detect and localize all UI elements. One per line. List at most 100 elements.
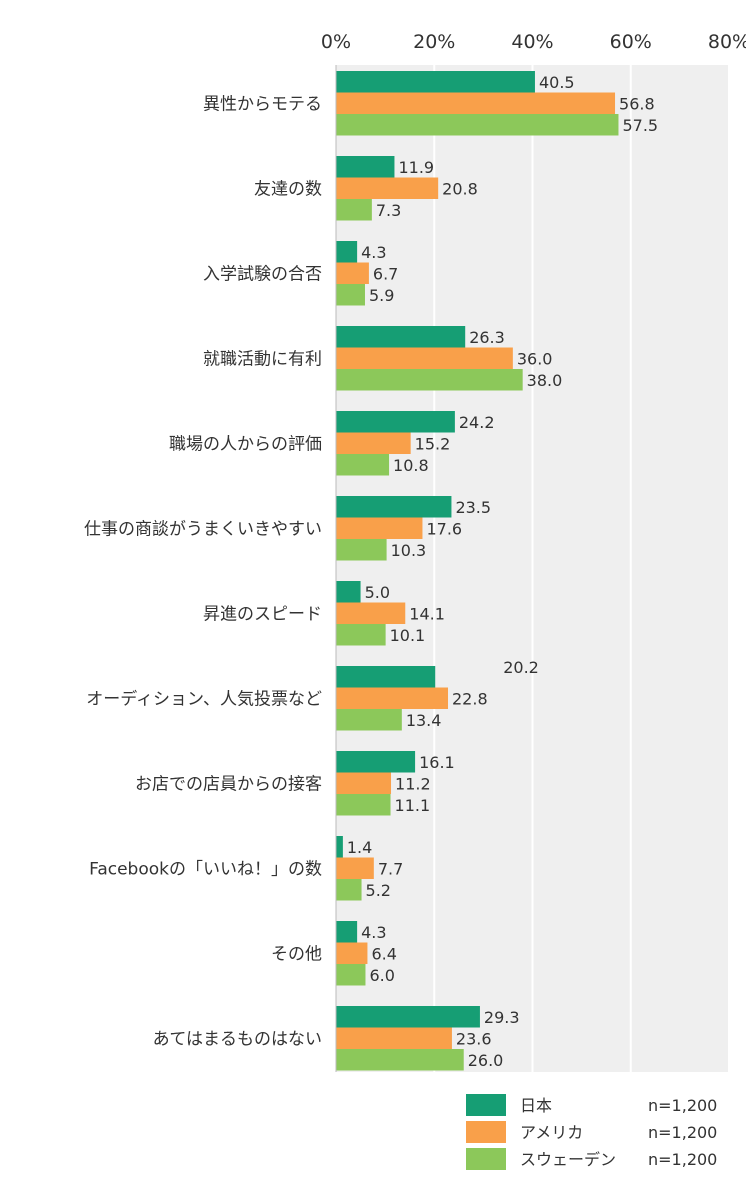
bar (336, 709, 402, 731)
bar (336, 432, 411, 454)
bar (336, 326, 466, 348)
legend-label: 日本 (520, 1096, 552, 1115)
x-tick-label: 60% (610, 31, 652, 53)
data-label: 11.9 (398, 158, 434, 177)
legend-swatch (466, 1121, 506, 1143)
data-label: 6.4 (371, 944, 396, 963)
bar (336, 921, 358, 943)
category-label: 就職活動に有利 (203, 349, 322, 369)
bar (336, 1049, 464, 1071)
bar (336, 1027, 452, 1049)
legend-label: スウェーデン (520, 1150, 616, 1169)
category-label: 職場の人からの評価 (169, 434, 322, 454)
bar (336, 156, 395, 178)
bar (336, 284, 365, 306)
bar (336, 71, 535, 93)
category-label: その他 (271, 944, 322, 964)
bar (336, 262, 369, 284)
bar (336, 857, 374, 879)
bars (336, 71, 619, 1071)
data-label: 5.9 (369, 286, 394, 305)
data-label: 4.3 (361, 243, 386, 262)
bar (336, 772, 392, 794)
data-label: 10.1 (390, 626, 426, 645)
category-label: あてはまるものはない (153, 1029, 322, 1049)
x-tick-label: 80% (708, 31, 746, 53)
legend-sample-size: n=1,200 (648, 1123, 717, 1142)
data-label: 22.8 (452, 689, 488, 708)
data-label: 38.0 (527, 371, 563, 390)
data-label: 36.0 (517, 349, 553, 368)
legend: 日本 n=1,200 アメリカ n=1,200 スウェーデン n=1,200 (466, 1094, 717, 1170)
category-label: 友達の数 (254, 179, 322, 199)
x-axis-ticks: 0% 20% 40% 60% 80% (321, 31, 746, 53)
category-label: 仕事の商談がうまくいきやすい (84, 519, 322, 539)
category-label: 昇進のスピード (203, 604, 322, 624)
bar (336, 581, 361, 603)
bar (336, 517, 423, 539)
data-label: 6.7 (373, 264, 398, 283)
bar (336, 199, 372, 221)
data-label: 56.8 (619, 94, 655, 113)
data-label: 20.8 (442, 179, 478, 198)
data-label: 23.6 (456, 1029, 492, 1048)
legend-swatch (466, 1094, 506, 1116)
bar (336, 794, 391, 816)
data-labels: 40.5 56.8 57.5 11.9 20.8 7.3 4.3 6.7 5.9 26.3 36.0… (347, 73, 658, 1070)
category-label: 入学試験の合否 (203, 264, 322, 284)
data-label: 24.2 (459, 413, 495, 432)
bar (336, 602, 406, 624)
data-label: 40.5 (539, 73, 575, 92)
bar (336, 1006, 480, 1028)
bar (336, 347, 513, 369)
data-label: 7.7 (378, 859, 403, 878)
data-label: 5.2 (366, 881, 391, 900)
bar (336, 624, 386, 646)
category-labels: 異性からモテる友達の数入学試験の合否就職活動に有利職場の人からの評価仕事の商談が… (84, 94, 322, 1049)
bar (336, 92, 616, 114)
legend-swatch (466, 1148, 506, 1170)
data-label: 17.6 (426, 519, 462, 538)
bar (336, 114, 619, 136)
category-label: Facebookの「いいね！」の数 (89, 859, 322, 879)
data-label: 57.5 (622, 116, 658, 135)
bar (336, 539, 387, 561)
data-label: 11.1 (395, 796, 431, 815)
bar (336, 454, 390, 476)
data-label: 10.8 (393, 456, 429, 475)
data-label: 5.0 (365, 583, 390, 602)
data-label: 26.3 (469, 328, 505, 347)
bar (336, 687, 449, 709)
legend-sample-size: n=1,200 (648, 1096, 717, 1115)
data-label: 11.2 (395, 774, 431, 793)
data-label: 10.3 (391, 541, 427, 560)
x-tick-label: 20% (413, 31, 455, 53)
x-tick-label: 0% (321, 31, 351, 53)
category-label: オーディション、人気投票など (86, 688, 322, 709)
category-label: お店での店員からの接客 (135, 774, 322, 794)
category-label: 異性からモテる (203, 94, 322, 114)
bar (336, 942, 368, 964)
legend-sample-size: n=1,200 (648, 1150, 717, 1169)
data-label: 23.5 (455, 498, 491, 517)
bar (336, 666, 436, 688)
bar (336, 369, 523, 391)
data-label: 14.1 (409, 604, 445, 623)
legend-label: アメリカ (520, 1123, 583, 1142)
bar (336, 177, 439, 199)
data-label: 7.3 (376, 201, 401, 220)
data-label: 26.0 (468, 1051, 504, 1070)
bar (336, 879, 362, 901)
data-label: 4.3 (361, 923, 386, 942)
bar (336, 411, 455, 433)
bar (336, 496, 452, 518)
data-label: 1.4 (347, 838, 372, 857)
data-label: 6.0 (369, 966, 394, 985)
grid-lines (433, 65, 730, 1072)
data-label: 16.1 (419, 753, 455, 772)
x-tick-label: 40% (511, 31, 553, 53)
bar (336, 751, 416, 773)
bar (336, 964, 366, 986)
data-label: 20.2 (503, 658, 539, 677)
